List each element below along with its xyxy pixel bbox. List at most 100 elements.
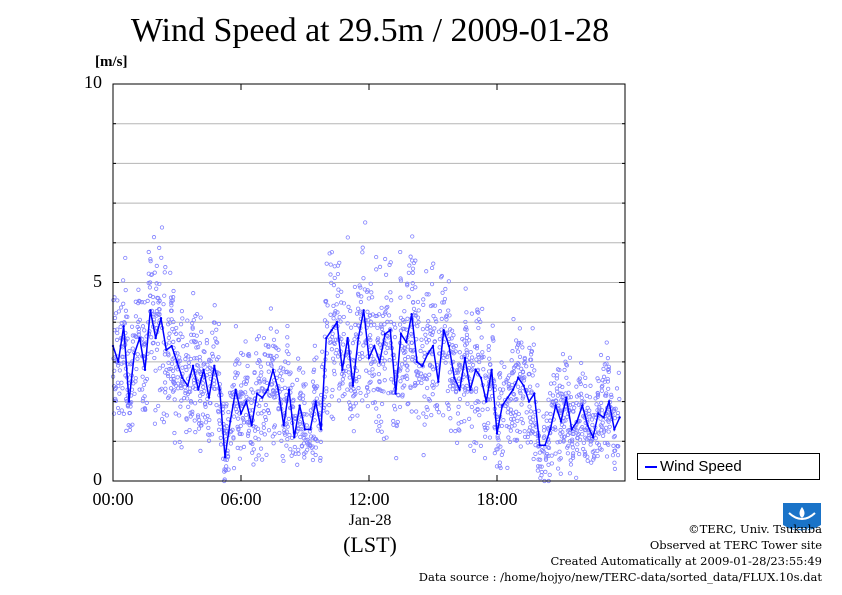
raw-data-point xyxy=(279,386,284,392)
raw-data-point xyxy=(322,318,328,323)
raw-data-point xyxy=(301,382,306,387)
series-data-point xyxy=(213,364,216,368)
raw-data-point xyxy=(527,404,532,409)
series-data-point xyxy=(309,428,312,431)
raw-data-point xyxy=(498,444,503,449)
series-data-point xyxy=(314,400,317,403)
raw-data-point xyxy=(177,355,182,360)
raw-data-point xyxy=(482,425,487,430)
raw-data-point xyxy=(506,435,511,440)
raw-data-point xyxy=(410,281,415,286)
raw-data-point xyxy=(368,379,373,384)
raw-data-point xyxy=(210,351,215,356)
raw-data-point xyxy=(469,311,475,316)
series-data-point xyxy=(463,356,467,360)
raw-data-point xyxy=(564,362,569,367)
raw-data-point xyxy=(613,406,618,411)
raw-data-point xyxy=(134,334,139,340)
raw-data-point xyxy=(237,361,242,366)
raw-data-point xyxy=(393,325,398,330)
raw-data-point xyxy=(243,412,249,418)
raw-data-point xyxy=(156,296,161,301)
series-data-point xyxy=(175,360,179,364)
raw-data-point xyxy=(196,426,202,431)
raw-data-point xyxy=(288,447,293,452)
raw-data-point xyxy=(521,394,526,399)
raw-data-point xyxy=(511,365,517,370)
raw-data-point xyxy=(332,372,337,377)
raw-data-point xyxy=(398,276,403,281)
raw-data-point xyxy=(384,295,389,300)
raw-data-point xyxy=(331,316,336,321)
raw-data-point xyxy=(505,401,510,407)
raw-data-point xyxy=(259,411,264,416)
raw-data-point xyxy=(462,419,467,424)
raw-data-point xyxy=(285,335,290,340)
raw-data-point xyxy=(310,457,316,463)
raw-data-point xyxy=(141,382,146,388)
raw-data-point xyxy=(428,303,434,309)
raw-data-point xyxy=(413,382,418,388)
raw-data-point xyxy=(360,245,365,250)
raw-data-point xyxy=(519,340,524,345)
raw-data-point xyxy=(154,281,159,286)
series-data-point xyxy=(453,376,456,379)
raw-data-point xyxy=(329,394,334,399)
series-data-point xyxy=(341,368,344,372)
raw-data-point xyxy=(601,374,607,379)
raw-data-point xyxy=(235,357,240,362)
raw-data-point xyxy=(597,431,602,436)
raw-data-point xyxy=(474,440,479,446)
raw-data-point xyxy=(374,419,379,424)
raw-data-point xyxy=(261,425,266,430)
terc-logo-icon: TERC xyxy=(783,503,821,535)
raw-data-point xyxy=(406,270,411,275)
raw-data-point xyxy=(335,263,341,268)
raw-data-point xyxy=(345,235,350,240)
raw-data-point xyxy=(551,373,556,378)
raw-data-point xyxy=(604,454,610,459)
raw-data-point xyxy=(399,362,405,367)
raw-data-point xyxy=(566,381,571,386)
raw-data-point xyxy=(357,374,362,380)
raw-data-point xyxy=(238,446,243,451)
raw-data-point xyxy=(259,430,264,435)
raw-data-point xyxy=(427,324,433,330)
raw-data-point xyxy=(167,340,172,345)
raw-data-point xyxy=(170,326,175,332)
raw-data-point xyxy=(368,313,373,318)
raw-data-point xyxy=(517,354,523,359)
raw-data-point xyxy=(414,409,419,414)
raw-data-point xyxy=(260,457,265,462)
raw-data-point xyxy=(424,377,430,382)
raw-data-point xyxy=(162,380,168,385)
raw-data-point xyxy=(463,319,468,325)
raw-data-point xyxy=(218,442,224,447)
raw-data-point xyxy=(519,402,524,407)
raw-data-point xyxy=(209,432,215,437)
raw-data-point xyxy=(354,379,359,384)
raw-data-point xyxy=(349,388,354,393)
raw-data-point xyxy=(386,391,391,396)
raw-data-point xyxy=(223,468,228,473)
raw-data-point xyxy=(380,313,386,318)
raw-data-point xyxy=(607,416,612,421)
series-data-point xyxy=(218,388,221,391)
credits-block: ©TERC, Univ. Tsukuba Observed at TERC To… xyxy=(419,521,822,585)
raw-data-point xyxy=(587,433,592,438)
raw-data-point xyxy=(436,329,441,334)
raw-data-point xyxy=(552,425,558,430)
raw-data-point xyxy=(305,447,310,452)
raw-data-point xyxy=(583,375,588,380)
raw-data-point xyxy=(371,388,376,393)
raw-data-point xyxy=(358,299,364,305)
raw-data-point xyxy=(210,330,215,335)
raw-data-point xyxy=(177,413,182,418)
raw-data-point xyxy=(476,325,481,331)
raw-data-point xyxy=(419,380,424,386)
series-data-point xyxy=(207,396,211,399)
raw-data-point xyxy=(382,366,387,371)
raw-data-point xyxy=(258,446,264,451)
raw-data-point xyxy=(284,429,289,434)
raw-data-point xyxy=(141,342,147,347)
